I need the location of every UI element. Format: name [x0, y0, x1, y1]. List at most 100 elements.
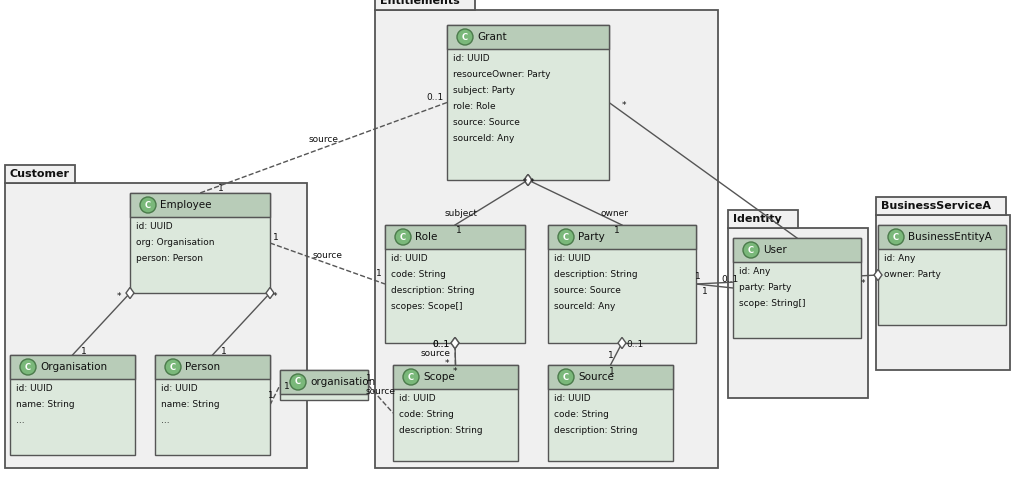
Text: description: String: description: String: [391, 286, 475, 295]
Circle shape: [403, 369, 419, 385]
Polygon shape: [451, 337, 459, 349]
Text: Organisation: Organisation: [40, 362, 108, 372]
Text: 1: 1: [217, 184, 223, 193]
Text: ...: ...: [16, 416, 25, 425]
Text: 0..1: 0..1: [432, 340, 450, 349]
Text: scopes: Scope[]: scopes: Scope[]: [391, 302, 463, 311]
Bar: [155, 355, 270, 455]
Text: id: UUID: id: UUID: [391, 254, 428, 263]
Text: 1: 1: [285, 382, 290, 391]
Text: 1: 1: [81, 347, 86, 356]
Bar: [10, 355, 135, 455]
Text: Person: Person: [185, 362, 220, 372]
Bar: [385, 225, 525, 343]
Text: party: Party: party: Party: [739, 283, 792, 292]
Text: sourceId: Any: sourceId: Any: [453, 134, 514, 143]
Bar: [280, 370, 368, 394]
Text: id: UUID: id: UUID: [399, 394, 435, 403]
Text: 1: 1: [456, 226, 462, 235]
Text: 1: 1: [608, 352, 614, 360]
Text: 1: 1: [377, 270, 382, 278]
Circle shape: [888, 229, 904, 245]
Text: 1: 1: [702, 287, 708, 296]
Text: name: String: name: String: [16, 400, 75, 409]
Text: source: Source: source: Source: [453, 118, 520, 127]
Text: Source: Source: [578, 372, 613, 382]
Text: org: Organisation: org: Organisation: [136, 238, 214, 247]
Text: description: String: description: String: [554, 426, 638, 435]
Bar: [130, 193, 270, 217]
Bar: [878, 225, 1006, 249]
Text: C: C: [563, 373, 569, 381]
Text: C: C: [25, 363, 31, 372]
Text: Party: Party: [578, 232, 605, 242]
Text: id: UUID: id: UUID: [16, 384, 52, 393]
Text: id: UUID: id: UUID: [554, 394, 591, 403]
Polygon shape: [618, 337, 626, 349]
Bar: [876, 215, 1010, 370]
Text: *: *: [861, 279, 865, 288]
Bar: [733, 238, 861, 262]
Circle shape: [743, 242, 759, 258]
Text: C: C: [295, 377, 301, 387]
Text: id: Any: id: Any: [884, 254, 915, 263]
Bar: [375, 0, 475, 10]
Text: *: *: [622, 101, 627, 110]
Text: person: Person: person: Person: [136, 254, 203, 263]
Bar: [393, 365, 518, 389]
Text: owner: owner: [600, 209, 629, 218]
Text: 0..1: 0..1: [627, 340, 644, 349]
Text: owner: Party: owner: Party: [884, 270, 941, 279]
Text: *: *: [454, 367, 458, 376]
Text: source: source: [308, 135, 339, 144]
Polygon shape: [874, 269, 882, 281]
Text: C: C: [462, 33, 468, 42]
Text: *: *: [530, 178, 535, 187]
Text: *: *: [272, 292, 278, 301]
Text: source: source: [366, 387, 395, 396]
Bar: [548, 365, 673, 461]
Text: *: *: [117, 292, 122, 301]
Text: resourceOwner: Party: resourceOwner: Party: [453, 70, 551, 79]
Text: role: Role: role: Role: [453, 102, 496, 111]
Text: *: *: [522, 178, 527, 187]
Bar: [280, 370, 368, 400]
Polygon shape: [524, 174, 532, 185]
Bar: [728, 210, 798, 228]
Text: description: String: description: String: [554, 270, 638, 279]
Circle shape: [457, 29, 473, 45]
Text: id: UUID: id: UUID: [136, 222, 173, 231]
Text: Scope: Scope: [423, 372, 455, 382]
Bar: [728, 228, 868, 398]
Text: Role: Role: [415, 232, 437, 242]
Polygon shape: [451, 337, 459, 349]
Text: scope: String[]: scope: String[]: [739, 299, 806, 308]
Text: id: UUID: id: UUID: [161, 384, 198, 393]
Text: source: source: [420, 350, 451, 358]
Text: 1: 1: [367, 374, 372, 383]
Circle shape: [558, 369, 574, 385]
Bar: [155, 355, 270, 379]
Text: BusinessEntityA: BusinessEntityA: [908, 232, 992, 242]
Bar: [10, 355, 135, 379]
Circle shape: [395, 229, 411, 245]
Text: Identity: Identity: [733, 214, 781, 224]
Bar: [548, 225, 696, 343]
Polygon shape: [266, 287, 274, 298]
Text: Customer: Customer: [10, 169, 70, 179]
Text: C: C: [563, 232, 569, 241]
Text: 1: 1: [695, 272, 700, 281]
Polygon shape: [524, 174, 532, 185]
Circle shape: [20, 359, 36, 375]
Text: id: UUID: id: UUID: [554, 254, 591, 263]
Text: ...: ...: [161, 416, 170, 425]
Text: code: String: code: String: [391, 270, 445, 279]
Circle shape: [558, 229, 574, 245]
Bar: [447, 25, 609, 180]
Text: *: *: [445, 359, 450, 368]
Bar: [385, 225, 525, 249]
Text: code: String: code: String: [554, 410, 609, 419]
Bar: [548, 365, 673, 389]
Text: id: Any: id: Any: [739, 267, 770, 276]
Bar: [5, 183, 307, 468]
